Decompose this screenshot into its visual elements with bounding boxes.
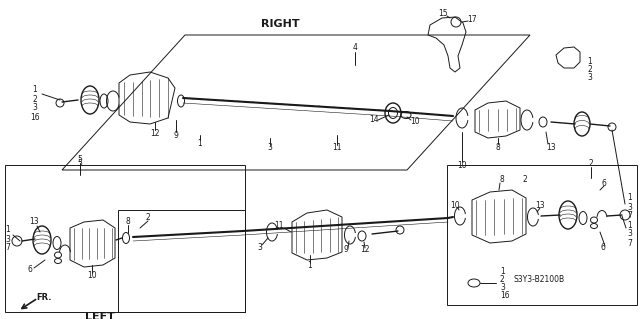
Text: LEFT: LEFT <box>85 312 115 319</box>
Text: 1: 1 <box>628 220 632 229</box>
Text: 4: 4 <box>353 43 357 53</box>
Text: 9: 9 <box>173 130 179 139</box>
Text: 1: 1 <box>628 194 632 203</box>
Text: 8: 8 <box>125 218 131 226</box>
Text: 1: 1 <box>33 85 37 94</box>
Text: 6: 6 <box>602 179 607 188</box>
Text: 6: 6 <box>28 265 33 275</box>
Text: 2: 2 <box>33 94 37 103</box>
Text: 13: 13 <box>29 218 39 226</box>
Text: FR.: FR. <box>36 293 52 301</box>
Text: 16: 16 <box>30 113 40 122</box>
Text: 17: 17 <box>467 16 477 25</box>
Text: 2: 2 <box>589 160 593 168</box>
Text: 5: 5 <box>77 159 83 167</box>
Text: 2: 2 <box>500 276 505 285</box>
Text: 13: 13 <box>546 143 556 152</box>
Text: 10: 10 <box>87 271 97 279</box>
Text: 2: 2 <box>523 175 527 184</box>
Text: 1: 1 <box>198 138 202 147</box>
Text: 7: 7 <box>628 239 632 248</box>
Text: 10: 10 <box>450 201 460 210</box>
Text: 8: 8 <box>495 143 500 152</box>
Text: 10: 10 <box>457 160 467 169</box>
Text: 11: 11 <box>332 144 342 152</box>
Text: 12: 12 <box>360 246 370 255</box>
Text: 11: 11 <box>275 221 284 231</box>
Text: 1: 1 <box>500 268 505 277</box>
Text: 3: 3 <box>588 73 593 83</box>
Text: 1: 1 <box>588 57 593 66</box>
Text: 2: 2 <box>146 213 150 222</box>
Text: 8: 8 <box>500 175 504 184</box>
Text: 16: 16 <box>500 292 509 300</box>
Text: 1: 1 <box>6 226 10 234</box>
Text: S3Y3-B2100B: S3Y3-B2100B <box>514 276 565 285</box>
Text: 3: 3 <box>500 284 505 293</box>
Text: 2: 2 <box>588 65 593 75</box>
Text: 7: 7 <box>6 243 10 253</box>
Text: 3: 3 <box>257 242 262 251</box>
Text: 3: 3 <box>6 234 10 243</box>
Text: 5: 5 <box>77 155 83 165</box>
Text: 10: 10 <box>410 116 420 125</box>
Text: 6: 6 <box>600 243 605 253</box>
Text: 15: 15 <box>438 9 448 18</box>
Text: 9: 9 <box>344 246 348 255</box>
Text: 3: 3 <box>628 203 632 211</box>
Text: 13: 13 <box>535 201 545 210</box>
Text: 14: 14 <box>369 115 379 124</box>
Text: 7: 7 <box>628 211 632 220</box>
Text: 3: 3 <box>268 144 273 152</box>
Text: 12: 12 <box>150 129 160 137</box>
Text: 3: 3 <box>628 229 632 239</box>
Text: 1: 1 <box>308 261 312 270</box>
Text: RIGHT: RIGHT <box>260 19 300 29</box>
Text: 3: 3 <box>33 103 37 113</box>
